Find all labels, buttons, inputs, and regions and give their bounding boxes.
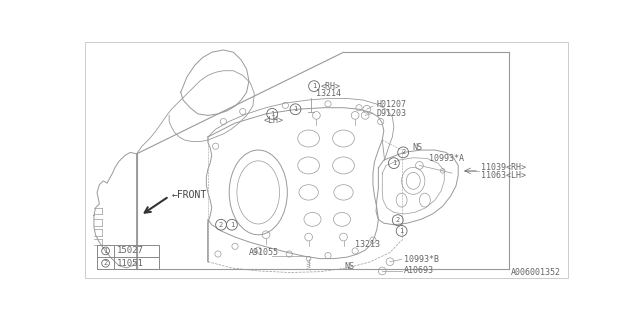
Text: H01207: H01207 [376,100,406,109]
Text: 13213: 13213 [355,240,380,249]
Text: 1: 1 [270,111,275,117]
Text: 11063<LH>: 11063<LH> [481,171,527,180]
Text: 1: 1 [399,228,404,234]
Text: NS: NS [412,143,422,152]
Text: 15027: 15027 [117,246,144,255]
Text: 1: 1 [230,222,234,228]
Text: 13214: 13214 [316,89,341,98]
Text: A10693: A10693 [404,267,434,276]
Text: 1: 1 [312,83,316,89]
Text: 1: 1 [392,160,396,166]
Text: ←FRONT: ←FRONT [172,190,207,200]
Text: 11039<RH>: 11039<RH> [481,163,527,172]
Text: <RH>: <RH> [320,82,340,91]
Text: 10993*B: 10993*B [404,255,439,264]
Text: 1: 1 [104,248,108,254]
Text: 11051: 11051 [117,259,144,268]
Text: NS: NS [345,262,355,271]
Text: <LH>: <LH> [264,116,284,124]
Text: 10993*A: 10993*A [429,154,464,163]
Text: A91055: A91055 [249,248,279,257]
Text: 1: 1 [293,106,298,112]
Text: A006001352: A006001352 [511,268,561,277]
Text: 2: 2 [104,260,108,266]
Bar [97,245,159,269]
Text: D91203: D91203 [376,108,406,117]
Text: 2: 2 [219,222,223,228]
Text: 2: 2 [401,149,405,156]
Text: 2: 2 [396,217,400,223]
